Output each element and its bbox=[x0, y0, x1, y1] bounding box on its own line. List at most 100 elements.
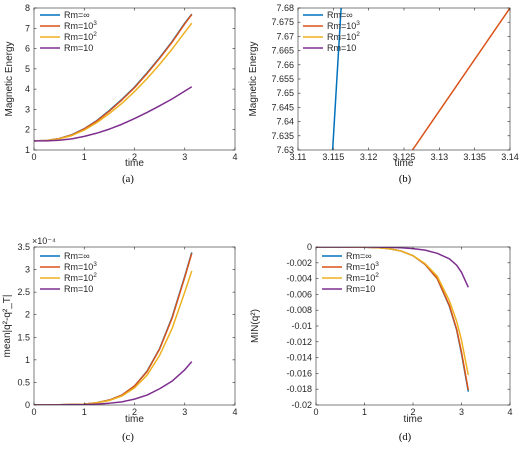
y-tick-label: 7.655 bbox=[271, 74, 294, 84]
y-tick-label: 2.5 bbox=[17, 287, 30, 297]
legend-exponent: 2 bbox=[93, 31, 97, 38]
x-tick-label: 3.115 bbox=[322, 152, 344, 162]
series-line-1 bbox=[331, 8, 342, 150]
y-axis-label: Magnetic Energy bbox=[4, 41, 15, 116]
legend-entry-1: Rm=∞ bbox=[64, 251, 90, 261]
y-tick-label: 4 bbox=[25, 84, 30, 94]
y-tick-label: -0.006 bbox=[286, 289, 312, 299]
x-tick-label: 1 bbox=[362, 407, 367, 417]
y-tick-label: 1.5 bbox=[17, 332, 30, 342]
y-tick-label: 7.67 bbox=[276, 31, 294, 41]
legend-entry-2: Rm=103 bbox=[64, 20, 97, 31]
y-tick-label: 0.5 bbox=[17, 377, 30, 387]
x-tick-label: 2 bbox=[132, 407, 137, 417]
legend-exponent: 3 bbox=[93, 20, 97, 27]
legend-exponent: 3 bbox=[356, 20, 360, 27]
y-tick-label: 7.63 bbox=[276, 145, 294, 155]
y-tick-label: 7.635 bbox=[271, 131, 294, 141]
x-tick-label: 2 bbox=[410, 407, 415, 417]
panel-b: 3.11 3.115 3.12 3.125 3.13 3.135 3.14 7.63 7.635… bbox=[248, 3, 519, 185]
x-axis-label: time bbox=[125, 414, 144, 425]
legend-entry-2: Rm=103 bbox=[327, 20, 360, 31]
y-tick-label: 7.665 bbox=[271, 46, 294, 56]
panel-caption: (d) bbox=[399, 432, 412, 443]
y-tick-label: 6 bbox=[25, 44, 30, 54]
legend-entry-3: Rm=102 bbox=[64, 272, 97, 283]
series-line-3 bbox=[34, 22, 193, 142]
series-line-4 bbox=[34, 361, 193, 405]
y-tick-label: 7.66 bbox=[276, 60, 294, 70]
legend-entry-4: Rm=10 bbox=[64, 43, 93, 53]
y-tick-label: 3 bbox=[25, 104, 30, 114]
y-tick-label: 7 bbox=[25, 23, 30, 33]
y-tick-label: -0.018 bbox=[286, 384, 312, 394]
x-tick-label: 1 bbox=[82, 407, 87, 417]
x-tick-label: 3 bbox=[182, 152, 187, 162]
y-tick-label: -0.002 bbox=[286, 258, 312, 268]
x-tick-label: 3 bbox=[459, 407, 464, 417]
legend-exponent: 2 bbox=[93, 272, 97, 279]
legend-entry-4: Rm=10 bbox=[346, 284, 375, 294]
x-tick-label: 0 bbox=[31, 152, 36, 162]
y-tick-label: -0.004 bbox=[286, 274, 312, 284]
x-tick-label: 3.14 bbox=[501, 152, 519, 162]
y-tick-label: -0.01 bbox=[291, 321, 312, 331]
y-axis-label: Magnetic Energy bbox=[248, 41, 259, 116]
y-tick-label: -0.02 bbox=[291, 400, 312, 410]
legend-entry-2: Rm=103 bbox=[64, 261, 97, 272]
y-axis-label: mean|q²-q²_T| bbox=[2, 295, 13, 358]
panel-d: 0 1 2 3 4 -0.02 -0.018 -0.016 -0.014 -0.012 -0.01 -… bbox=[250, 242, 513, 443]
legend-exponent: 3 bbox=[93, 261, 97, 268]
legend-entry-3: Rm=102 bbox=[346, 272, 379, 283]
x-tick-label: 0 bbox=[313, 407, 318, 417]
x-tick-label: 0 bbox=[31, 407, 36, 417]
y-tick-label: 2 bbox=[25, 125, 30, 135]
x-tick-label: 3.12 bbox=[360, 152, 378, 162]
x-tick-label: 3 bbox=[182, 407, 187, 417]
panel-caption: (a) bbox=[122, 174, 134, 185]
y-tick-label: 1 bbox=[25, 355, 30, 365]
y-tick-label: 7.64 bbox=[276, 117, 294, 127]
x-tick-label: 3.11 bbox=[290, 152, 307, 162]
y-axis-label: MIN(q²) bbox=[250, 309, 261, 343]
x-tick-label: 3.125 bbox=[393, 152, 416, 162]
legend-entry-3: Rm=102 bbox=[327, 31, 360, 42]
panel-caption: (b) bbox=[399, 174, 412, 185]
y-tick-label: 1 bbox=[25, 145, 30, 155]
x-tick-label: 4 bbox=[232, 152, 237, 162]
y-tick-label: 3.5 bbox=[17, 242, 30, 252]
x-axis-label: time bbox=[395, 158, 414, 169]
y-exponent-label: ×10⁻⁴ bbox=[32, 236, 56, 246]
x-tick-label: 2 bbox=[132, 152, 137, 162]
legend-entry-4: Rm=10 bbox=[327, 43, 356, 53]
legend-exponent: 2 bbox=[375, 272, 379, 279]
y-tick-label: 2 bbox=[25, 310, 30, 320]
y-tick-label: 7.675 bbox=[271, 17, 294, 27]
y-tick-label: -0.012 bbox=[286, 337, 312, 347]
x-tick-label: 4 bbox=[232, 407, 237, 417]
panel-c: 0 1 2 3 4 0 0.5 1 1.5 2 2.5 3 3.5×10⁻⁴ time mean|q²-q²… bbox=[2, 236, 238, 443]
y-tick-label: 7.68 bbox=[276, 3, 294, 13]
legend-entry-3: Rm=102 bbox=[64, 31, 97, 42]
y-tick-label: 3 bbox=[25, 265, 30, 275]
y-tick-label: 7.65 bbox=[276, 88, 294, 98]
legend-exponent: 2 bbox=[356, 31, 360, 38]
legend-exponent: 3 bbox=[375, 261, 379, 268]
y-tick-label: 0 bbox=[25, 400, 30, 410]
series-line-4 bbox=[34, 86, 193, 142]
legend-entry-4: Rm=10 bbox=[64, 284, 93, 294]
x-tick-label: 3.135 bbox=[463, 152, 486, 162]
y-tick-label: -0.014 bbox=[286, 353, 312, 363]
series-line-2 bbox=[411, 8, 510, 150]
y-tick-label: 5 bbox=[25, 64, 30, 74]
panel-caption: (c) bbox=[122, 432, 134, 443]
legend-entry-1: Rm=∞ bbox=[64, 10, 90, 20]
x-axis-label: time bbox=[125, 158, 144, 169]
y-tick-label: 7.645 bbox=[271, 102, 294, 112]
legend-entry-1: Rm=∞ bbox=[327, 10, 353, 20]
y-tick-label: 0 bbox=[307, 242, 312, 252]
x-tick-label: 4 bbox=[507, 407, 512, 417]
legend-entry-2: Rm=103 bbox=[346, 261, 379, 272]
